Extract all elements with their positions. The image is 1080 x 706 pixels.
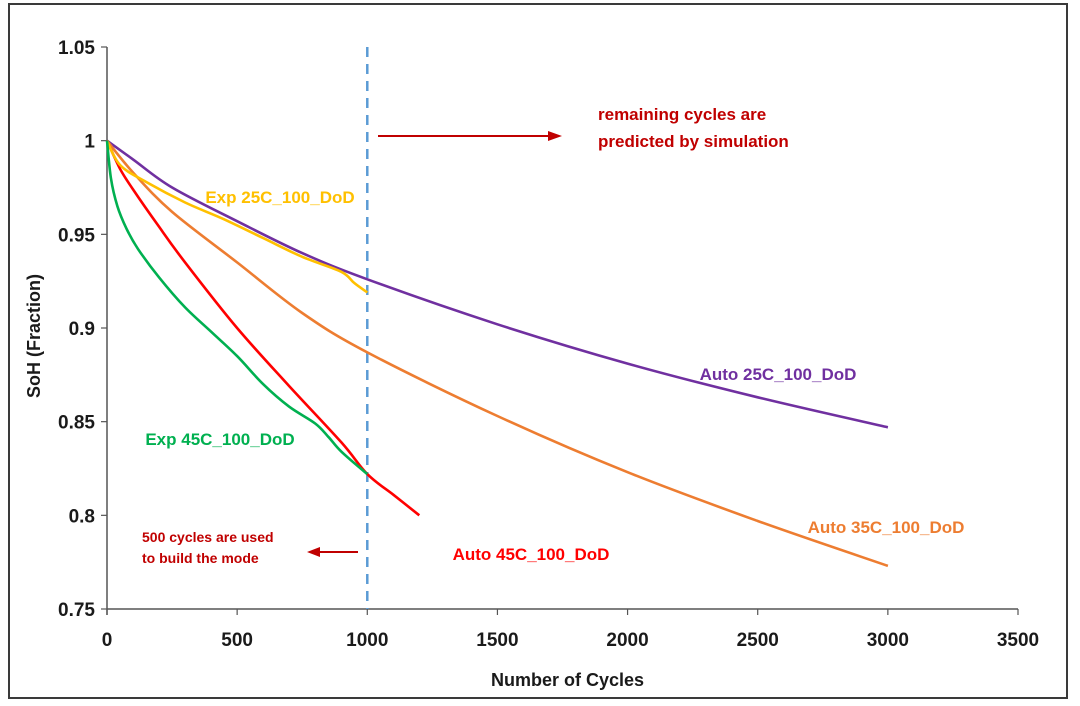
x-tick-labels: 0 500 1000 1500 2000 2500 3000 3500 [102,609,1039,651]
x-tick-label: 3500 [997,630,1039,651]
series-line-auto-25c [106,139,889,429]
series-line-exp-45c [105,140,369,476]
series-label-auto-25c: Auto 25C_100_DoD [700,365,857,384]
y-tick-label: 0.9 [69,319,95,340]
series-label-auto-45c: Auto 45C_100_DoD [453,545,610,564]
x-tick-label: 0 [102,630,113,651]
x-tick-label: 3000 [867,630,909,651]
series-line-auto-45c [105,140,421,517]
x-tick-label: 2000 [606,630,648,651]
annotation-build-line: 500 cycles are used [142,529,274,545]
series-label-auto-35c: Auto 35C_100_DoD [808,518,965,537]
x-axis-title: Number of Cycles [491,670,644,690]
chart-frame: 0 500 1000 1500 2000 2500 3000 3500 0.75 0.8 0.85… [8,3,1068,699]
arrow-left-head [307,547,320,557]
y-tick-label: 0.8 [69,506,95,527]
y-tick-labels: 0.75 0.8 0.85 0.9 0.95 1 1.05 [58,38,107,621]
series-labels: Auto 25C_100_DoD Auto 35C_100_DoD Auto 45C… [145,188,964,564]
y-tick-label: 1.05 [58,38,95,59]
x-tick-label: 2500 [737,630,779,651]
y-axis-title: SoH (Fraction) [24,274,44,398]
series-line-auto-35c [105,139,889,568]
annotation-simulation-line: predicted by simulation [598,132,789,151]
series-lines [105,47,889,609]
series-label-exp-25c: Exp 25C_100_DoD [205,188,354,207]
series-label-exp-45c: Exp 45C_100_DoD [145,430,294,449]
annotation-build-line: to build the mode [142,550,259,566]
annotation-simulation-line: remaining cycles are [598,105,766,124]
y-tick-label: 1 [84,132,95,153]
y-tick-label: 0.95 [58,225,95,246]
arrow-right-head [548,131,562,141]
y-tick-label: 0.85 [58,413,95,434]
series-line-exp-25c [105,140,369,294]
annotations: remaining cycles are predicted by simulat… [142,105,789,566]
x-tick-label: 1500 [476,630,518,651]
soh-chart: 0 500 1000 1500 2000 2500 3000 3500 0.75 0.8 0.85… [24,38,1039,690]
y-tick-label: 0.75 [58,600,95,621]
x-tick-label: 500 [221,630,253,651]
x-tick-label: 1000 [346,630,388,651]
